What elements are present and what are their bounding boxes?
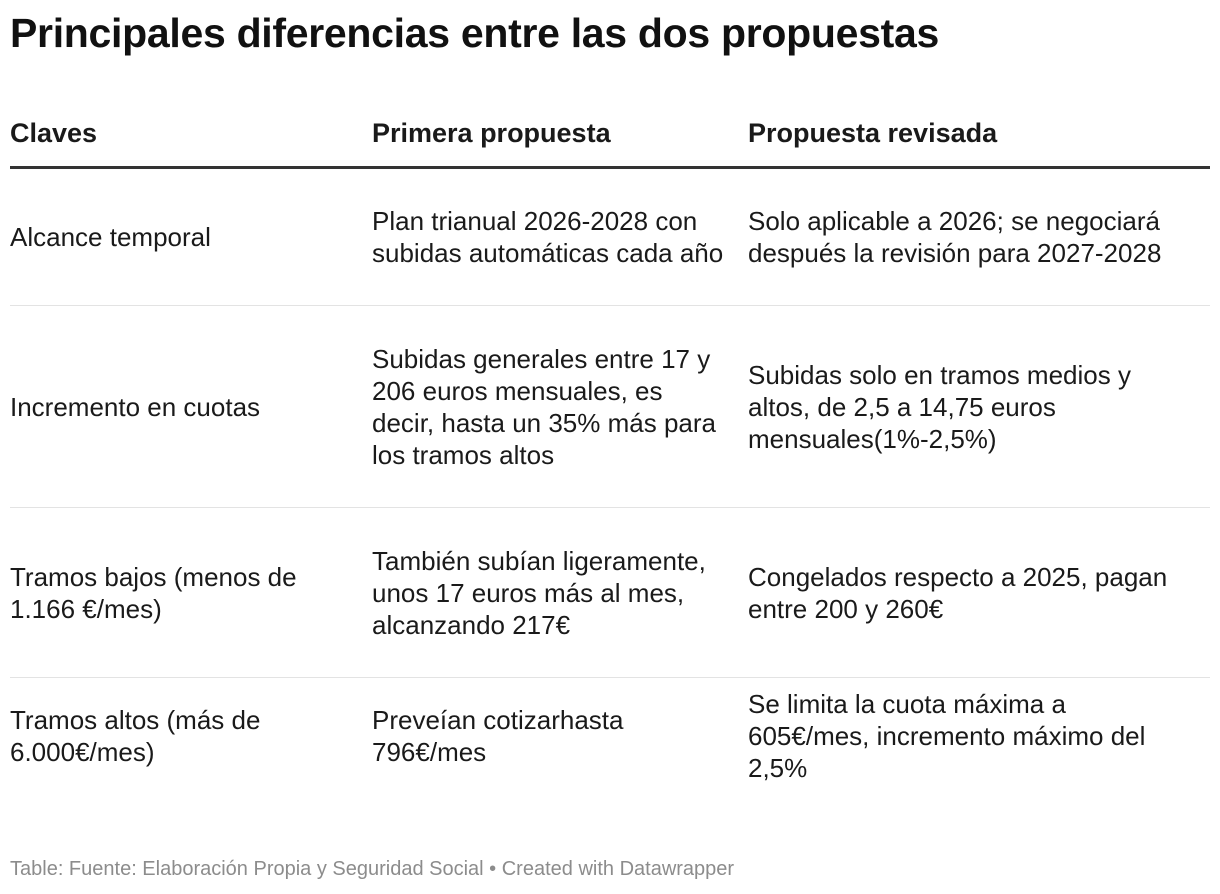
table-row: Incremento en cuotas Subidas generales e… (10, 305, 1210, 508)
table-cell: Se limita la cuota máxima a 605€/mes, in… (748, 689, 1146, 783)
table-cell: Subidas solo en tramos medios y altos, d… (748, 305, 1210, 508)
table-cell: Tramos bajos (menos de 1.166 €/mes) (10, 507, 372, 678)
column-header-claves[interactable]: Claves (10, 110, 372, 169)
table-cell: Subidas generales entre 17 y 206 euros m… (372, 305, 748, 508)
table-row: Tramos bajos (menos de 1.166 €/mes) Tamb… (10, 507, 1210, 678)
table-cell: Congelados respecto a 2025, pagan entre … (748, 507, 1210, 678)
table-header-row: Claves Primera propuesta Propuesta revis… (10, 110, 1210, 169)
table-cell: Incremento en cuotas (10, 305, 372, 508)
table-cell: Preveían cotizarhasta 796€/mes (372, 705, 624, 767)
table-cell: Alcance temporal (10, 167, 372, 306)
table-cell: Solo aplicable a 2026; se negociará desp… (748, 167, 1210, 306)
table-title: Principales diferencias entre las dos pr… (10, 10, 939, 56)
column-header-primera-propuesta[interactable]: Primera propuesta (372, 110, 748, 169)
source-footer: Table: Fuente: Elaboración Propia y Segu… (10, 858, 735, 880)
comparison-table: Claves Primera propuesta Propuesta revis… (10, 110, 1210, 791)
table-row: Alcance temporal Plan trianual 2026-2028… (10, 167, 1210, 306)
table-cell: Tramos altos (más de 6.000€/mes) (10, 705, 261, 767)
column-header-propuesta-revisada[interactable]: Propuesta revisada (748, 110, 1210, 169)
table-cell: Plan trianual 2026-2028 con subidas auto… (372, 167, 748, 306)
table-row: Tramos altos (más de 6.000€/mes) Preveía… (10, 678, 1210, 792)
table-cell: También subían ligeramente, unos 17 euro… (372, 507, 748, 678)
